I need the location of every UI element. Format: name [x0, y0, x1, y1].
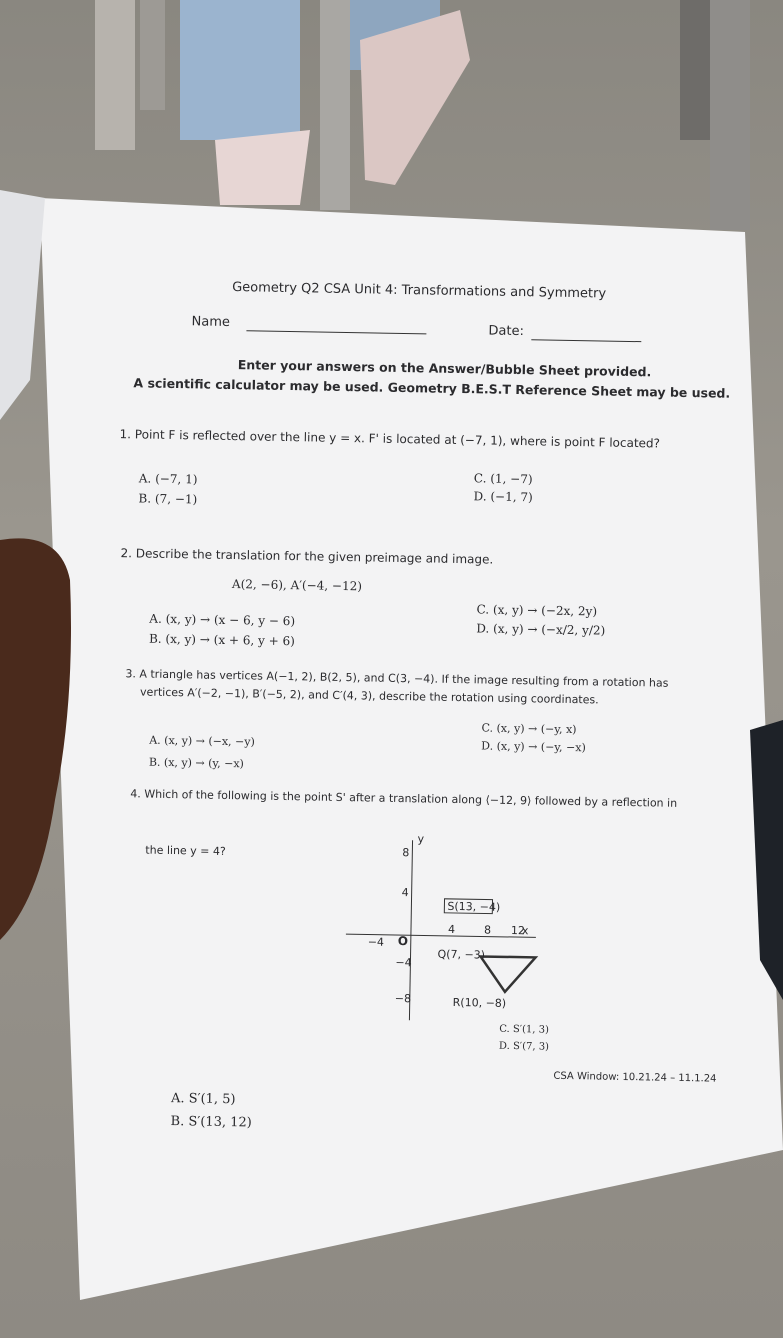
chair-leg: [680, 0, 710, 140]
answer: (x, y) → (−x, −y): [164, 733, 255, 749]
question: 1. Point F is reflected over the line y …: [119, 427, 661, 451]
question: the line y = 4?: [145, 843, 226, 858]
answer: (1, −7): [490, 471, 533, 487]
jeans: [180, 0, 300, 140]
answer: (−1, 7): [490, 489, 533, 505]
option: B. S′(13, 12): [170, 1114, 251, 1130]
answer: S′(13, 12): [188, 1114, 252, 1131]
tick-label: 12: [510, 923, 526, 938]
answer: (x, y) → (−x/2, y/2): [492, 621, 606, 638]
answer: (x, y) → (x + 6, y + 6): [165, 631, 296, 649]
tick-label: 8: [483, 923, 492, 937]
option: C. (x, y) → (−2x, 2y): [476, 602, 597, 618]
chair-leg: [710, 0, 750, 230]
paper: [40, 198, 783, 1300]
answer: S′(7, 3): [512, 1041, 550, 1053]
option: A. (x, y) → (−x, −y): [149, 734, 255, 749]
option: A. (−7, 1): [139, 471, 198, 486]
given: A(2, −6), A′(−4, −12): [231, 577, 363, 594]
answer: (x, y) → (−2x, 2y): [492, 602, 598, 619]
label-box: [443, 898, 494, 915]
question: vertices A′(−2, −1), B′(−5, 2), and C′(4…: [139, 685, 599, 707]
letter: D.: [473, 489, 487, 504]
chair-leg: [140, 0, 165, 110]
name-label: Name: [191, 314, 231, 330]
answer: (−7, 1): [155, 471, 198, 487]
point-label: S(13, −4): [447, 899, 501, 914]
option: B. (x, y) → (y, −x): [149, 756, 244, 771]
letter: A.: [170, 1091, 185, 1107]
hand: [0, 538, 71, 940]
letter: B.: [138, 491, 152, 506]
option: D. (−1, 7): [473, 489, 532, 504]
date-line: [531, 339, 642, 343]
graph: [345, 840, 539, 1021]
option: C. (1, −7): [474, 471, 533, 486]
option: B. (7, −1): [138, 491, 197, 506]
option: C. S′(1, 3): [499, 1024, 549, 1036]
option: D. S′(7, 3): [499, 1041, 549, 1053]
point-label: Q(7, −3): [437, 947, 486, 962]
shoe: [215, 130, 310, 205]
answer: (x, y) → (y, −x): [163, 755, 245, 771]
answer: (x, y) → (x − 6, y − 6): [165, 611, 296, 629]
option: C. (x, y) → (−y, x): [481, 721, 576, 736]
tick-label: −4: [367, 935, 385, 949]
title: Geometry Q2 CSA Unit 4: Transformations …: [232, 280, 607, 302]
x-axis: [345, 933, 536, 938]
letter: B.: [148, 755, 161, 769]
tick-label: −8: [394, 991, 412, 1006]
tick-label: −4: [395, 955, 412, 970]
option: D. (x, y) → (−x/2, y/2): [476, 621, 605, 637]
tick-label: 4: [401, 886, 409, 900]
letter: C.: [476, 602, 490, 617]
option: A. (x, y) → (x − 6, y − 6): [149, 612, 295, 629]
answer: (7, −1): [154, 491, 198, 507]
letter: B.: [148, 631, 162, 646]
letter: A.: [149, 733, 161, 747]
origin: O: [397, 933, 409, 949]
tick-label: 4: [447, 922, 456, 936]
letter: D.: [498, 1040, 510, 1052]
triangle: [478, 955, 539, 994]
letter: A.: [138, 471, 152, 486]
letter: B.: [170, 1114, 185, 1130]
letter: C.: [499, 1023, 510, 1035]
option: B. (x, y) → (x + 6, y + 6): [149, 632, 295, 649]
answer: (x, y) → (−y, −x): [496, 739, 586, 755]
answer: (x, y) → (−y, x): [496, 721, 577, 737]
paper-edge: [0, 190, 45, 420]
letter: A.: [149, 611, 162, 626]
answer: S′(1, 5): [188, 1091, 236, 1108]
date-label: Date:: [488, 323, 525, 340]
question: 2. Describe the translation for the give…: [120, 546, 494, 567]
footer: CSA Window: 10.21.24 – 11.1.24: [553, 1070, 717, 1085]
letter: C.: [473, 471, 487, 486]
letter: D.: [476, 621, 490, 636]
instruction: Enter your answers on the Answer/Bubble …: [237, 357, 652, 380]
letter: C.: [481, 721, 494, 735]
question: 4. Which of the following is the point S…: [130, 787, 678, 810]
option: A. S′(1, 5): [171, 1091, 236, 1107]
point-label: R(10, −8): [452, 995, 507, 1010]
chair-leg: [320, 0, 350, 210]
chair-leg: [95, 0, 135, 150]
y-axis: [408, 840, 414, 1021]
shoe: [360, 10, 470, 185]
sleeve: [750, 720, 783, 1000]
axis-label: y: [417, 832, 425, 846]
option: D. (x, y) → (−y, −x): [481, 739, 586, 754]
answer: S′(1, 3): [512, 1024, 550, 1036]
tick-label: 8: [402, 846, 410, 860]
name-line: [246, 330, 427, 335]
letter: D.: [481, 739, 494, 753]
